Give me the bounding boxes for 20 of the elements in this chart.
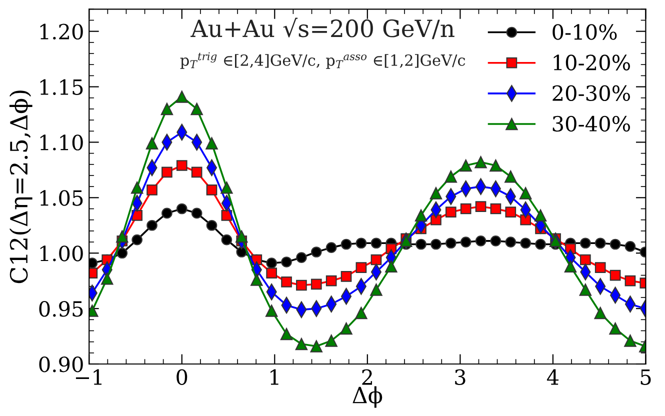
y-tick-label: 1.05 — [40, 190, 83, 206]
annotation: p$_{T}$$^{trig}$ ∈[2,4]GeV/c, p$_{T}$$^{asso}$ ∈[1,2]GeV/c — [180, 52, 466, 69]
x-tick-label: 0 — [176, 369, 188, 385]
y-tick-label: 1.00 — [40, 246, 83, 262]
x-tick-label: 5 — [640, 370, 651, 385]
legend-label: 10-20% — [554, 54, 630, 70]
y-tick-label: 1.20 — [40, 24, 83, 40]
y-tick-label: 0.95 — [39, 301, 83, 317]
y-tick-label: 1.15 — [40, 79, 83, 95]
x-tick-label: 3 — [455, 369, 466, 385]
x-tick-label: 1 — [270, 369, 278, 385]
legend-label: 20-30% — [552, 85, 630, 102]
x-tick-label: 4 — [546, 369, 559, 385]
annotation: Au+Au √s=200 GeV/n — [190, 18, 454, 40]
legend-label: 30-40% — [552, 116, 630, 132]
x-tick-label: 2 — [362, 369, 372, 385]
x-axis-title: Δϕ — [352, 386, 382, 408]
y-axis-title: C12(Δη=2.5,Δϕ) — [9, 90, 32, 284]
legend-label: 0-10% — [552, 24, 617, 40]
y-tick-label: 1.10 — [40, 134, 83, 150]
